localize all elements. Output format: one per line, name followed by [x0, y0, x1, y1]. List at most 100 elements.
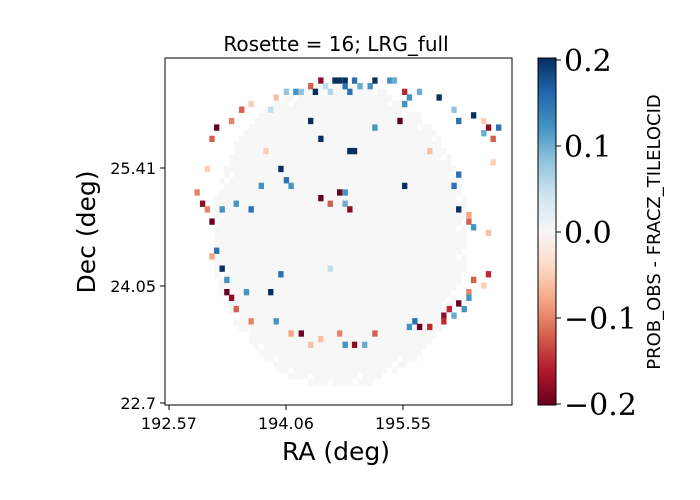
heatmap-bg-cell: [312, 337, 319, 344]
heatmap-bg-cell: [253, 130, 260, 137]
heatmap-bg-cell: [317, 82, 324, 90]
heatmap-bg-cell: [406, 349, 413, 356]
heatmap-bg-cell: [382, 290, 388, 297]
heatmap-bg-cell: [238, 278, 245, 285]
heatmap-bg-cell: [214, 224, 220, 232]
heatmap-bg-cell: [421, 307, 427, 315]
heatmap-bg-cell: [303, 177, 309, 184]
heatmap-bg-cell: [229, 159, 235, 167]
heatmap-cell: [327, 200, 333, 207]
heatmap-bg-cell: [416, 177, 422, 184]
heatmap-bg-cell: [278, 183, 284, 190]
heatmap-bg-cell: [322, 242, 329, 250]
heatmap-cell: [318, 336, 324, 343]
heatmap-bg-cell: [337, 290, 343, 297]
heatmap-bg-cell: [288, 290, 294, 297]
heatmap-bg-cell: [431, 266, 437, 273]
heatmap-bg-cell: [352, 213, 358, 220]
heatmap-bg-cell: [352, 189, 358, 196]
heatmap-bg-cell: [396, 189, 403, 196]
heatmap-bg-cell: [411, 224, 417, 232]
heatmap-cell: [451, 312, 457, 319]
heatmap-bg-cell: [396, 296, 403, 303]
heatmap-bg-cell: [372, 153, 378, 161]
heatmap-bg-cell: [243, 224, 250, 232]
heatmap-bg-cell: [362, 224, 368, 232]
heatmap-cell: [248, 100, 254, 108]
heatmap-bg-cell: [293, 106, 299, 113]
heatmap-bg-cell: [406, 355, 413, 362]
heatmap-bg-cell: [337, 307, 343, 315]
heatmap-bg-cell: [293, 349, 299, 356]
heatmap-bg-cell: [367, 325, 373, 332]
heatmap-bg-cell: [322, 183, 329, 190]
heatmap-bg-cell: [288, 224, 294, 232]
heatmap-bg-cell: [377, 284, 383, 291]
heatmap-bg-cell: [312, 284, 319, 291]
heatmap-bg-cell: [308, 213, 314, 220]
heatmap-bg-cell: [377, 266, 383, 273]
heatmap-bg-cell: [382, 118, 388, 125]
heatmap-bg-cell: [386, 130, 393, 137]
heatmap-bg-cell: [234, 266, 240, 273]
heatmap-bg-cell: [382, 278, 388, 285]
heatmap-bg-cell: [416, 254, 422, 261]
heatmap-bg-cell: [243, 171, 250, 178]
heatmap-bg-cell: [446, 248, 452, 255]
heatmap-bg-cell: [332, 290, 339, 297]
heatmap-bg-cell: [411, 236, 417, 244]
heatmap-bg-cell: [258, 124, 265, 131]
heatmap-bg-cell: [253, 189, 260, 196]
heatmap-bg-cell: [446, 278, 452, 285]
heatmap-bg-cell: [214, 236, 220, 244]
heatmap-bg-cell: [258, 272, 265, 279]
heatmap-bg-cell: [258, 130, 265, 137]
heatmap-bg-cell: [416, 313, 422, 321]
heatmap-bg-cell: [382, 272, 388, 279]
heatmap-bg-cell: [268, 307, 274, 315]
heatmap-bg-cell: [278, 106, 284, 113]
heatmap-bg-cell: [234, 278, 240, 285]
heatmap-bg-cell: [332, 219, 339, 226]
heatmap-bg-cell: [367, 142, 373, 149]
heatmap-bg-cell: [317, 189, 324, 196]
heatmap-bg-cell: [396, 248, 403, 255]
heatmap-bg-cell: [367, 224, 373, 232]
heatmap-bg-cell: [258, 290, 265, 297]
heatmap-bg-cell: [416, 307, 422, 315]
heatmap-bg-cell: [308, 219, 314, 226]
heatmap-bg-cell: [317, 112, 324, 119]
heatmap-bg-cell: [322, 213, 329, 220]
heatmap-bg-cell: [372, 147, 378, 155]
heatmap-bg-cell: [391, 183, 398, 190]
heatmap-bg-cell: [293, 171, 299, 178]
heatmap-cell: [351, 147, 358, 155]
heatmap-bg-cell: [391, 307, 398, 315]
heatmap-cell: [456, 300, 462, 307]
heatmap-bg-cell: [263, 355, 269, 362]
heatmap-bg-cell: [386, 313, 393, 321]
heatmap-bg-cell: [322, 284, 329, 291]
heatmap-bg-cell: [298, 100, 304, 107]
heatmap-bg-cell: [382, 331, 388, 338]
heatmap-bg-cell: [273, 159, 279, 167]
heatmap-bg-cell: [327, 142, 334, 149]
heatmap-bg-cell: [362, 106, 368, 113]
heatmap-bg-cell: [238, 195, 245, 202]
heatmap-bg-cell: [283, 266, 289, 273]
heatmap-bg-cell: [386, 201, 393, 208]
heatmap-bg-cell: [382, 147, 388, 155]
heatmap-bg-cell: [426, 171, 432, 178]
chart-title: Rosette = 16; LRG_full: [223, 32, 448, 56]
heatmap-bg-cell: [288, 177, 294, 184]
heatmap-bg-cell: [332, 331, 339, 338]
heatmap-bg-cell: [411, 248, 417, 255]
heatmap-cell: [481, 130, 487, 137]
heatmap-bg-cell: [253, 266, 260, 273]
heatmap-bg-cell: [342, 367, 348, 374]
heatmap-bg-cell: [278, 361, 284, 368]
heatmap-bg-cell: [446, 195, 452, 202]
heatmap-bg-cell: [303, 94, 309, 101]
heatmap-bg-cell: [293, 290, 299, 297]
heatmap-bg-cell: [214, 254, 220, 261]
